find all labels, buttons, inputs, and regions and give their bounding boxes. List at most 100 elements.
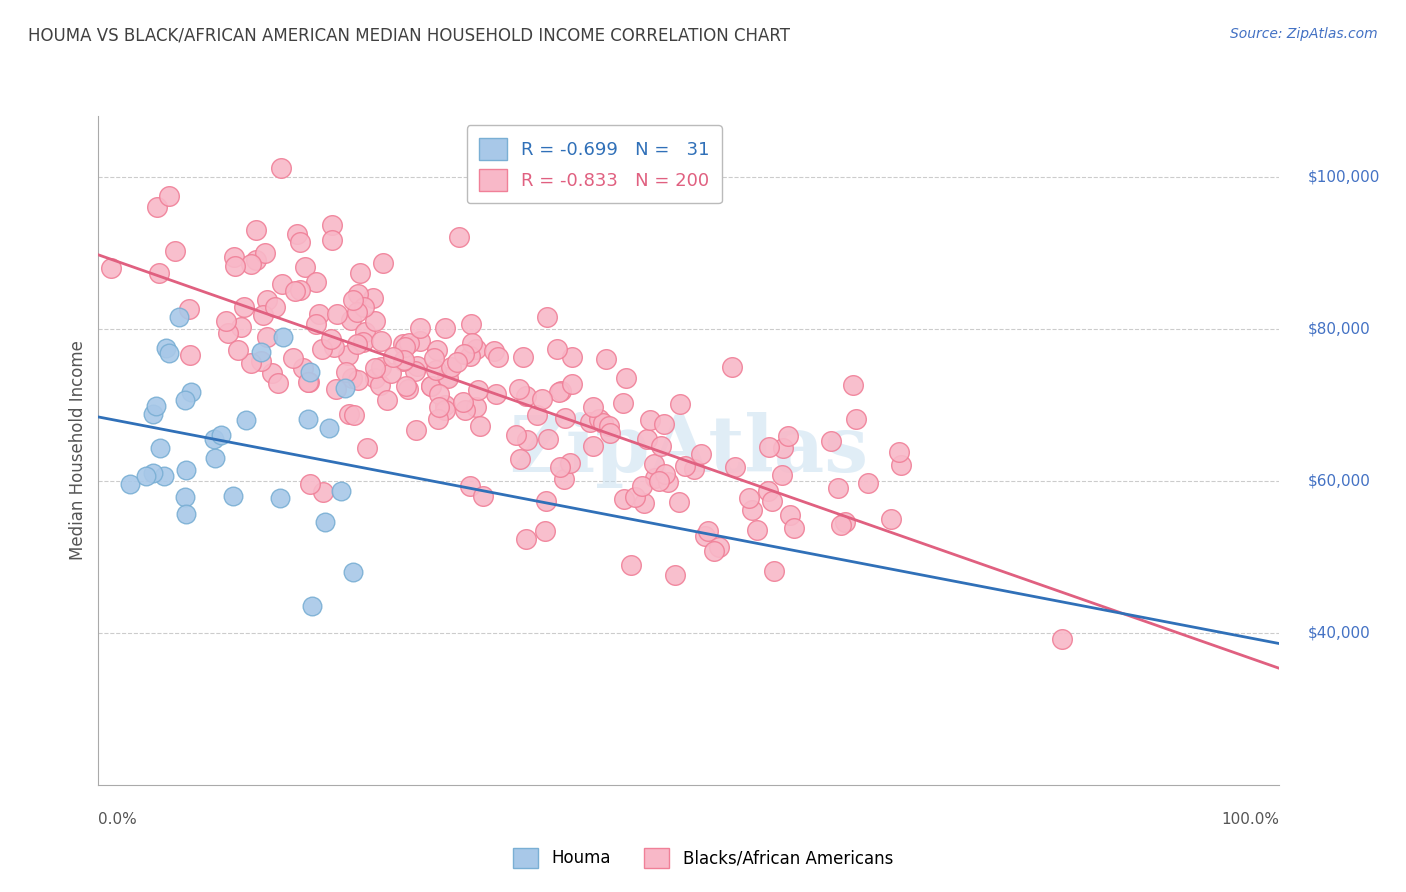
Point: [233, 300, 256, 314]
Point: [880, 512, 903, 526]
Point: [668, 494, 690, 508]
Point: [299, 365, 322, 379]
Point: [820, 434, 842, 448]
Text: ZipAtlas: ZipAtlas: [509, 412, 869, 489]
Point: [392, 337, 415, 351]
Point: [582, 400, 605, 414]
Point: [321, 218, 343, 232]
Point: [347, 373, 370, 387]
Point: [363, 370, 385, 384]
Point: [209, 428, 232, 442]
Point: [588, 411, 610, 425]
Point: [157, 189, 180, 203]
Point: [633, 496, 655, 510]
Point: [392, 354, 415, 368]
Point: [467, 384, 489, 398]
Point: [404, 364, 426, 378]
Point: [409, 334, 432, 348]
Point: [396, 382, 419, 396]
Point: [842, 378, 865, 392]
Point: [472, 489, 495, 503]
Text: Source: ZipAtlas.com: Source: ZipAtlas.com: [1230, 27, 1378, 41]
Point: [741, 503, 763, 517]
Point: [264, 300, 287, 314]
Point: [546, 342, 568, 356]
Point: [285, 227, 308, 241]
Point: [149, 442, 172, 456]
Point: [508, 382, 530, 396]
Point: [363, 314, 385, 328]
Point: [375, 393, 398, 408]
Point: [288, 235, 311, 249]
Point: [423, 351, 446, 365]
Point: [509, 452, 531, 467]
Point: [180, 385, 202, 400]
Point: [297, 411, 319, 425]
Point: [436, 369, 458, 384]
Point: [337, 407, 360, 421]
Point: [245, 223, 267, 237]
Point: [558, 456, 581, 470]
Point: [214, 313, 236, 327]
Y-axis label: Median Household Income: Median Household Income: [69, 341, 87, 560]
Point: [368, 377, 391, 392]
Point: [337, 348, 360, 362]
Point: [271, 277, 294, 291]
Point: [252, 308, 274, 322]
Point: [118, 477, 141, 491]
Point: [623, 490, 645, 504]
Point: [652, 417, 675, 431]
Point: [288, 283, 311, 297]
Point: [250, 354, 273, 368]
Point: [406, 359, 429, 373]
Point: [772, 441, 794, 455]
Point: [312, 485, 335, 500]
Point: [353, 300, 375, 314]
Point: [335, 381, 357, 395]
Point: [758, 441, 780, 455]
Point: [578, 415, 600, 429]
Point: [669, 396, 692, 410]
Point: [163, 244, 186, 259]
Point: [420, 379, 443, 393]
Point: [266, 376, 288, 390]
Point: [648, 474, 671, 488]
Point: [256, 293, 278, 307]
Point: [598, 419, 620, 434]
Point: [174, 463, 197, 477]
Point: [561, 350, 583, 364]
Point: [342, 293, 364, 307]
Point: [434, 321, 457, 335]
Point: [347, 286, 370, 301]
Point: [329, 483, 352, 498]
Point: [281, 351, 304, 366]
Point: [437, 371, 460, 385]
Point: [202, 432, 225, 446]
Point: [323, 340, 346, 354]
Point: [179, 348, 201, 362]
Point: [856, 476, 879, 491]
Point: [405, 423, 427, 437]
Point: [434, 398, 457, 412]
Point: [398, 335, 420, 350]
Point: [157, 346, 180, 360]
Point: [343, 408, 366, 422]
Point: [683, 462, 706, 476]
Point: [314, 515, 336, 529]
Point: [783, 521, 806, 535]
Point: [240, 356, 263, 370]
Point: [599, 426, 621, 441]
Point: [318, 421, 340, 435]
Point: [830, 518, 852, 533]
Point: [305, 275, 328, 289]
Point: [224, 259, 246, 273]
Text: $40,000: $40,000: [1308, 625, 1371, 640]
Point: [235, 413, 257, 427]
Point: [553, 472, 575, 486]
Point: [458, 478, 481, 492]
Text: HOUMA VS BLACK/AFRICAN AMERICAN MEDIAN HOUSEHOLD INCOME CORRELATION CHART: HOUMA VS BLACK/AFRICAN AMERICAN MEDIAN H…: [28, 27, 790, 45]
Point: [454, 402, 477, 417]
Point: [464, 342, 486, 356]
Point: [595, 351, 617, 366]
Point: [256, 330, 278, 344]
